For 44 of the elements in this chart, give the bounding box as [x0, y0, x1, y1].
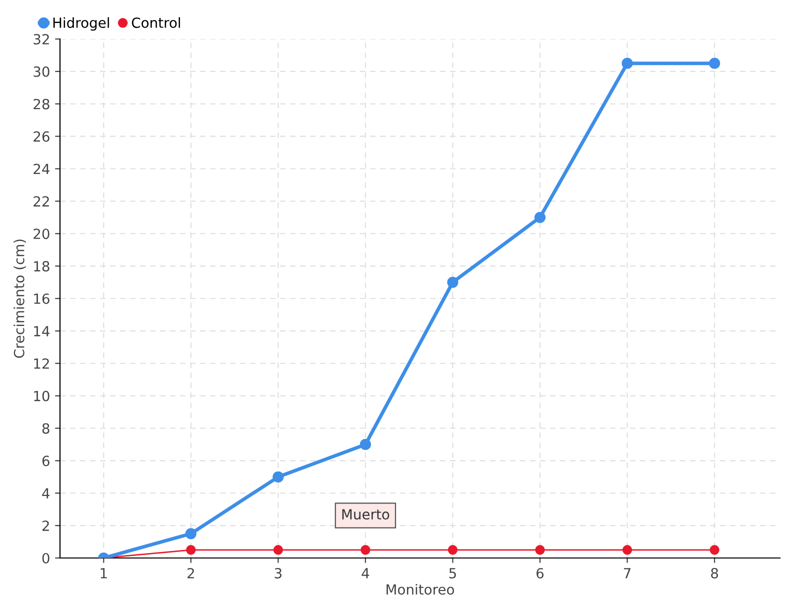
- point: [185, 528, 196, 540]
- y-tick-label: 14: [34, 326, 50, 336]
- y-tick-label: 4: [42, 488, 50, 498]
- point: [710, 545, 720, 555]
- point: [447, 276, 458, 288]
- x-tick-label: 7: [624, 568, 631, 578]
- y-tick-label: 32: [34, 34, 49, 44]
- point: [535, 545, 545, 555]
- y-tick-label: 22: [34, 196, 49, 206]
- x-tick-label: 8: [711, 568, 718, 578]
- y-tick-label: 16: [34, 293, 50, 304]
- x-tick-label: 1: [100, 568, 107, 578]
- x-tick-label: 6: [536, 568, 544, 578]
- y-tick-label: 12: [34, 358, 49, 369]
- y-tick-label: 18: [34, 261, 50, 272]
- point: [448, 545, 458, 555]
- point: [534, 212, 546, 223]
- y-tick-label: 2: [42, 520, 49, 531]
- point: [622, 58, 633, 69]
- point: [186, 545, 196, 555]
- y-tick-label: 26: [34, 131, 50, 142]
- point: [273, 545, 284, 555]
- x-tick-label: 3: [274, 568, 282, 578]
- annotation: Muerto: [342, 509, 390, 520]
- point: [360, 438, 372, 450]
- x-tick-label: 5: [449, 568, 456, 578]
- y-tick-label: 10: [34, 390, 50, 402]
- y-tick-label: 0: [42, 552, 50, 564]
- y-tick-label: 6: [42, 456, 50, 466]
- y-tick-label: 24: [34, 164, 50, 174]
- y-tick-label: 30: [34, 66, 50, 77]
- point: [360, 545, 370, 555]
- y-tick-label: 20: [34, 228, 50, 240]
- x-axis-title: Monitoreo: [386, 584, 454, 595]
- point: [622, 545, 632, 555]
- y-axis-title: Crecimiento (cm): [14, 240, 26, 358]
- x-tick-label: 2: [188, 568, 194, 578]
- legend-label: Control: [132, 17, 180, 28]
- point: [708, 58, 720, 69]
- y-tick-label: 28: [34, 98, 50, 110]
- point: [272, 471, 284, 482]
- y-tick-label: 8: [42, 423, 50, 434]
- x-tick-label: 4: [362, 568, 370, 578]
- legend-label: Hidrogel: [53, 17, 109, 31]
